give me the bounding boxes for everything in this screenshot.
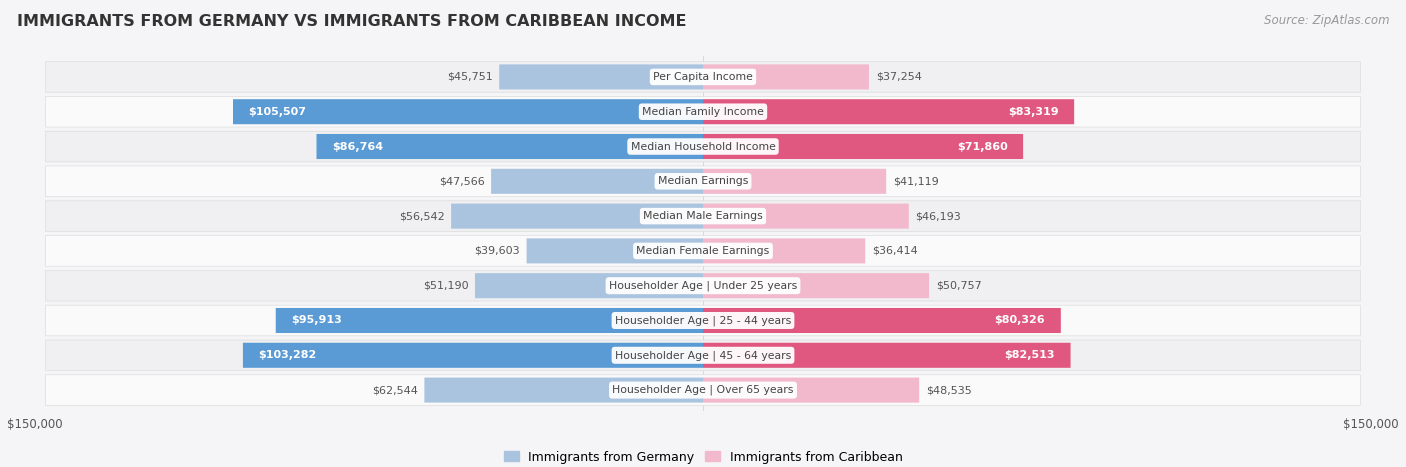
- FancyBboxPatch shape: [45, 131, 1361, 162]
- FancyBboxPatch shape: [45, 340, 1361, 371]
- Text: $51,190: $51,190: [423, 281, 468, 290]
- Text: $48,535: $48,535: [927, 385, 972, 395]
- Legend: Immigrants from Germany, Immigrants from Caribbean: Immigrants from Germany, Immigrants from…: [499, 446, 907, 467]
- Text: Householder Age | 45 - 64 years: Householder Age | 45 - 64 years: [614, 350, 792, 361]
- FancyBboxPatch shape: [233, 99, 703, 124]
- FancyBboxPatch shape: [45, 305, 1361, 336]
- FancyBboxPatch shape: [45, 270, 1361, 301]
- Text: $83,319: $83,319: [1008, 107, 1059, 117]
- Text: $47,566: $47,566: [439, 177, 485, 186]
- FancyBboxPatch shape: [45, 96, 1361, 127]
- FancyBboxPatch shape: [316, 134, 703, 159]
- FancyBboxPatch shape: [703, 204, 908, 229]
- Text: $56,542: $56,542: [399, 211, 444, 221]
- Text: Householder Age | 25 - 44 years: Householder Age | 25 - 44 years: [614, 315, 792, 326]
- FancyBboxPatch shape: [451, 204, 703, 229]
- FancyBboxPatch shape: [703, 273, 929, 298]
- Text: $105,507: $105,507: [249, 107, 307, 117]
- FancyBboxPatch shape: [703, 169, 886, 194]
- Text: $71,860: $71,860: [956, 142, 1008, 151]
- FancyBboxPatch shape: [45, 166, 1361, 197]
- Text: Householder Age | Over 65 years: Householder Age | Over 65 years: [612, 385, 794, 396]
- FancyBboxPatch shape: [475, 273, 703, 298]
- Text: Median Male Earnings: Median Male Earnings: [643, 211, 763, 221]
- Text: $45,751: $45,751: [447, 72, 492, 82]
- Text: $95,913: $95,913: [291, 316, 342, 325]
- Text: Median Family Income: Median Family Income: [643, 107, 763, 117]
- FancyBboxPatch shape: [45, 235, 1361, 266]
- Text: $37,254: $37,254: [876, 72, 921, 82]
- Text: $103,282: $103,282: [259, 350, 316, 360]
- Text: Per Capita Income: Per Capita Income: [652, 72, 754, 82]
- Text: $50,757: $50,757: [936, 281, 981, 290]
- FancyBboxPatch shape: [703, 308, 1060, 333]
- Text: $62,544: $62,544: [371, 385, 418, 395]
- Text: Median Household Income: Median Household Income: [630, 142, 776, 151]
- Text: Householder Age | Under 25 years: Householder Age | Under 25 years: [609, 281, 797, 291]
- FancyBboxPatch shape: [499, 64, 703, 90]
- FancyBboxPatch shape: [703, 64, 869, 90]
- FancyBboxPatch shape: [45, 62, 1361, 92]
- FancyBboxPatch shape: [491, 169, 703, 194]
- FancyBboxPatch shape: [243, 343, 703, 368]
- Text: $86,764: $86,764: [332, 142, 384, 151]
- Text: Median Earnings: Median Earnings: [658, 177, 748, 186]
- FancyBboxPatch shape: [703, 134, 1024, 159]
- Text: Median Female Earnings: Median Female Earnings: [637, 246, 769, 256]
- Text: $36,414: $36,414: [872, 246, 918, 256]
- Text: $46,193: $46,193: [915, 211, 962, 221]
- FancyBboxPatch shape: [703, 377, 920, 403]
- Text: $80,326: $80,326: [994, 316, 1045, 325]
- Text: Source: ZipAtlas.com: Source: ZipAtlas.com: [1264, 14, 1389, 27]
- Text: IMMIGRANTS FROM GERMANY VS IMMIGRANTS FROM CARIBBEAN INCOME: IMMIGRANTS FROM GERMANY VS IMMIGRANTS FR…: [17, 14, 686, 29]
- FancyBboxPatch shape: [527, 238, 703, 263]
- Text: $82,513: $82,513: [1004, 350, 1054, 360]
- FancyBboxPatch shape: [703, 99, 1074, 124]
- FancyBboxPatch shape: [276, 308, 703, 333]
- Text: $41,119: $41,119: [893, 177, 939, 186]
- Text: $39,603: $39,603: [474, 246, 520, 256]
- FancyBboxPatch shape: [45, 201, 1361, 232]
- FancyBboxPatch shape: [425, 377, 703, 403]
- FancyBboxPatch shape: [703, 238, 865, 263]
- FancyBboxPatch shape: [45, 375, 1361, 405]
- FancyBboxPatch shape: [703, 343, 1070, 368]
